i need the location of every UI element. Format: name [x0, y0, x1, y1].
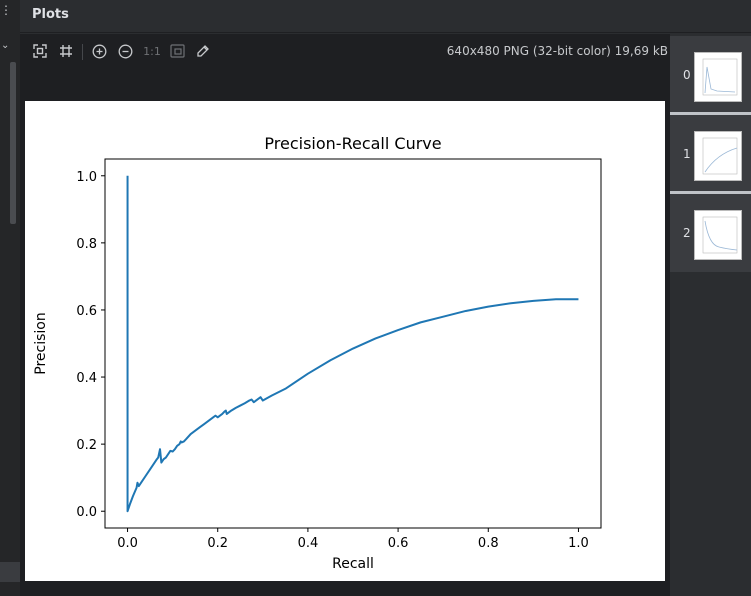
thumbnail-divider	[670, 112, 751, 115]
precision-recall-line	[126, 175, 579, 513]
x-axis-label: Recall	[332, 556, 374, 572]
y-tick-label: 0.6	[76, 304, 97, 319]
y-axis-label: Precision	[33, 312, 49, 374]
image-view-icon[interactable]	[169, 43, 185, 59]
x-tick-label: 0.6	[388, 536, 409, 551]
left-sidebar-strip: ⋮ ⌄	[0, 0, 20, 596]
thumbnail-image[interactable]	[694, 131, 742, 181]
zoom-in-icon[interactable]	[91, 43, 107, 59]
y-tick-label: 1.0	[76, 170, 97, 185]
panel-title: Plots	[32, 7, 69, 22]
precision-recall-chart: Precision-Recall Curve Recall Precision 0.0…	[33, 134, 602, 572]
grid-icon[interactable]	[58, 43, 74, 59]
actual-size-button[interactable]: 1:1	[143, 44, 161, 58]
thumbnail-index: 1	[683, 147, 691, 161]
menu-icon[interactable]: ⋮	[0, 3, 12, 17]
x-tick-label: 0.4	[298, 536, 319, 551]
y-tick-label: 0.8	[76, 237, 97, 252]
x-tick-label: 0.2	[207, 536, 228, 551]
plot-toolbar: 1:1 640x480 PNG (32-bit color) 19,69 kB	[20, 34, 670, 68]
chevron-down-icon[interactable]: ⌄	[1, 40, 10, 51]
thumbnail-panel: 0 1 2	[670, 34, 751, 596]
y-tick-label: 0.0	[76, 505, 97, 520]
toolbar-separator	[82, 44, 83, 60]
thumbnail-selected-indicator	[670, 191, 751, 194]
x-tick-label: 0.8	[478, 536, 499, 551]
color-picker-icon[interactable]	[195, 43, 211, 59]
y-tick-label: 0.4	[76, 371, 97, 386]
thumbnail-item[interactable]: 0	[670, 36, 751, 114]
thumbnail-image[interactable]	[694, 210, 742, 260]
thumbnail-item[interactable]: 1	[670, 115, 751, 193]
plots-header: Plots	[20, 0, 751, 33]
sidebar-scrollbar[interactable]	[10, 62, 16, 224]
sidebar-bottom-block	[0, 562, 20, 582]
thumbnail-index: 0	[683, 68, 691, 82]
thumbnail-item[interactable]: 2	[670, 194, 751, 272]
x-tick-label: 0.0	[117, 536, 138, 551]
thumbnail-image[interactable]	[694, 52, 742, 102]
chart-title: Precision-Recall Curve	[264, 134, 441, 153]
thumbnail-index: 2	[683, 226, 691, 240]
plot-frame	[104, 158, 602, 529]
fit-to-window-icon[interactable]	[32, 43, 48, 59]
image-info-text: 640x480 PNG (32-bit color) 19,69 kB	[446, 44, 668, 58]
zoom-out-icon[interactable]	[117, 43, 133, 59]
plot-image: Precision-Recall Curve Recall Precision 0.0…	[25, 101, 665, 581]
x-tick-label: 1.0	[568, 536, 589, 551]
y-tick-label: 0.2	[76, 438, 97, 453]
